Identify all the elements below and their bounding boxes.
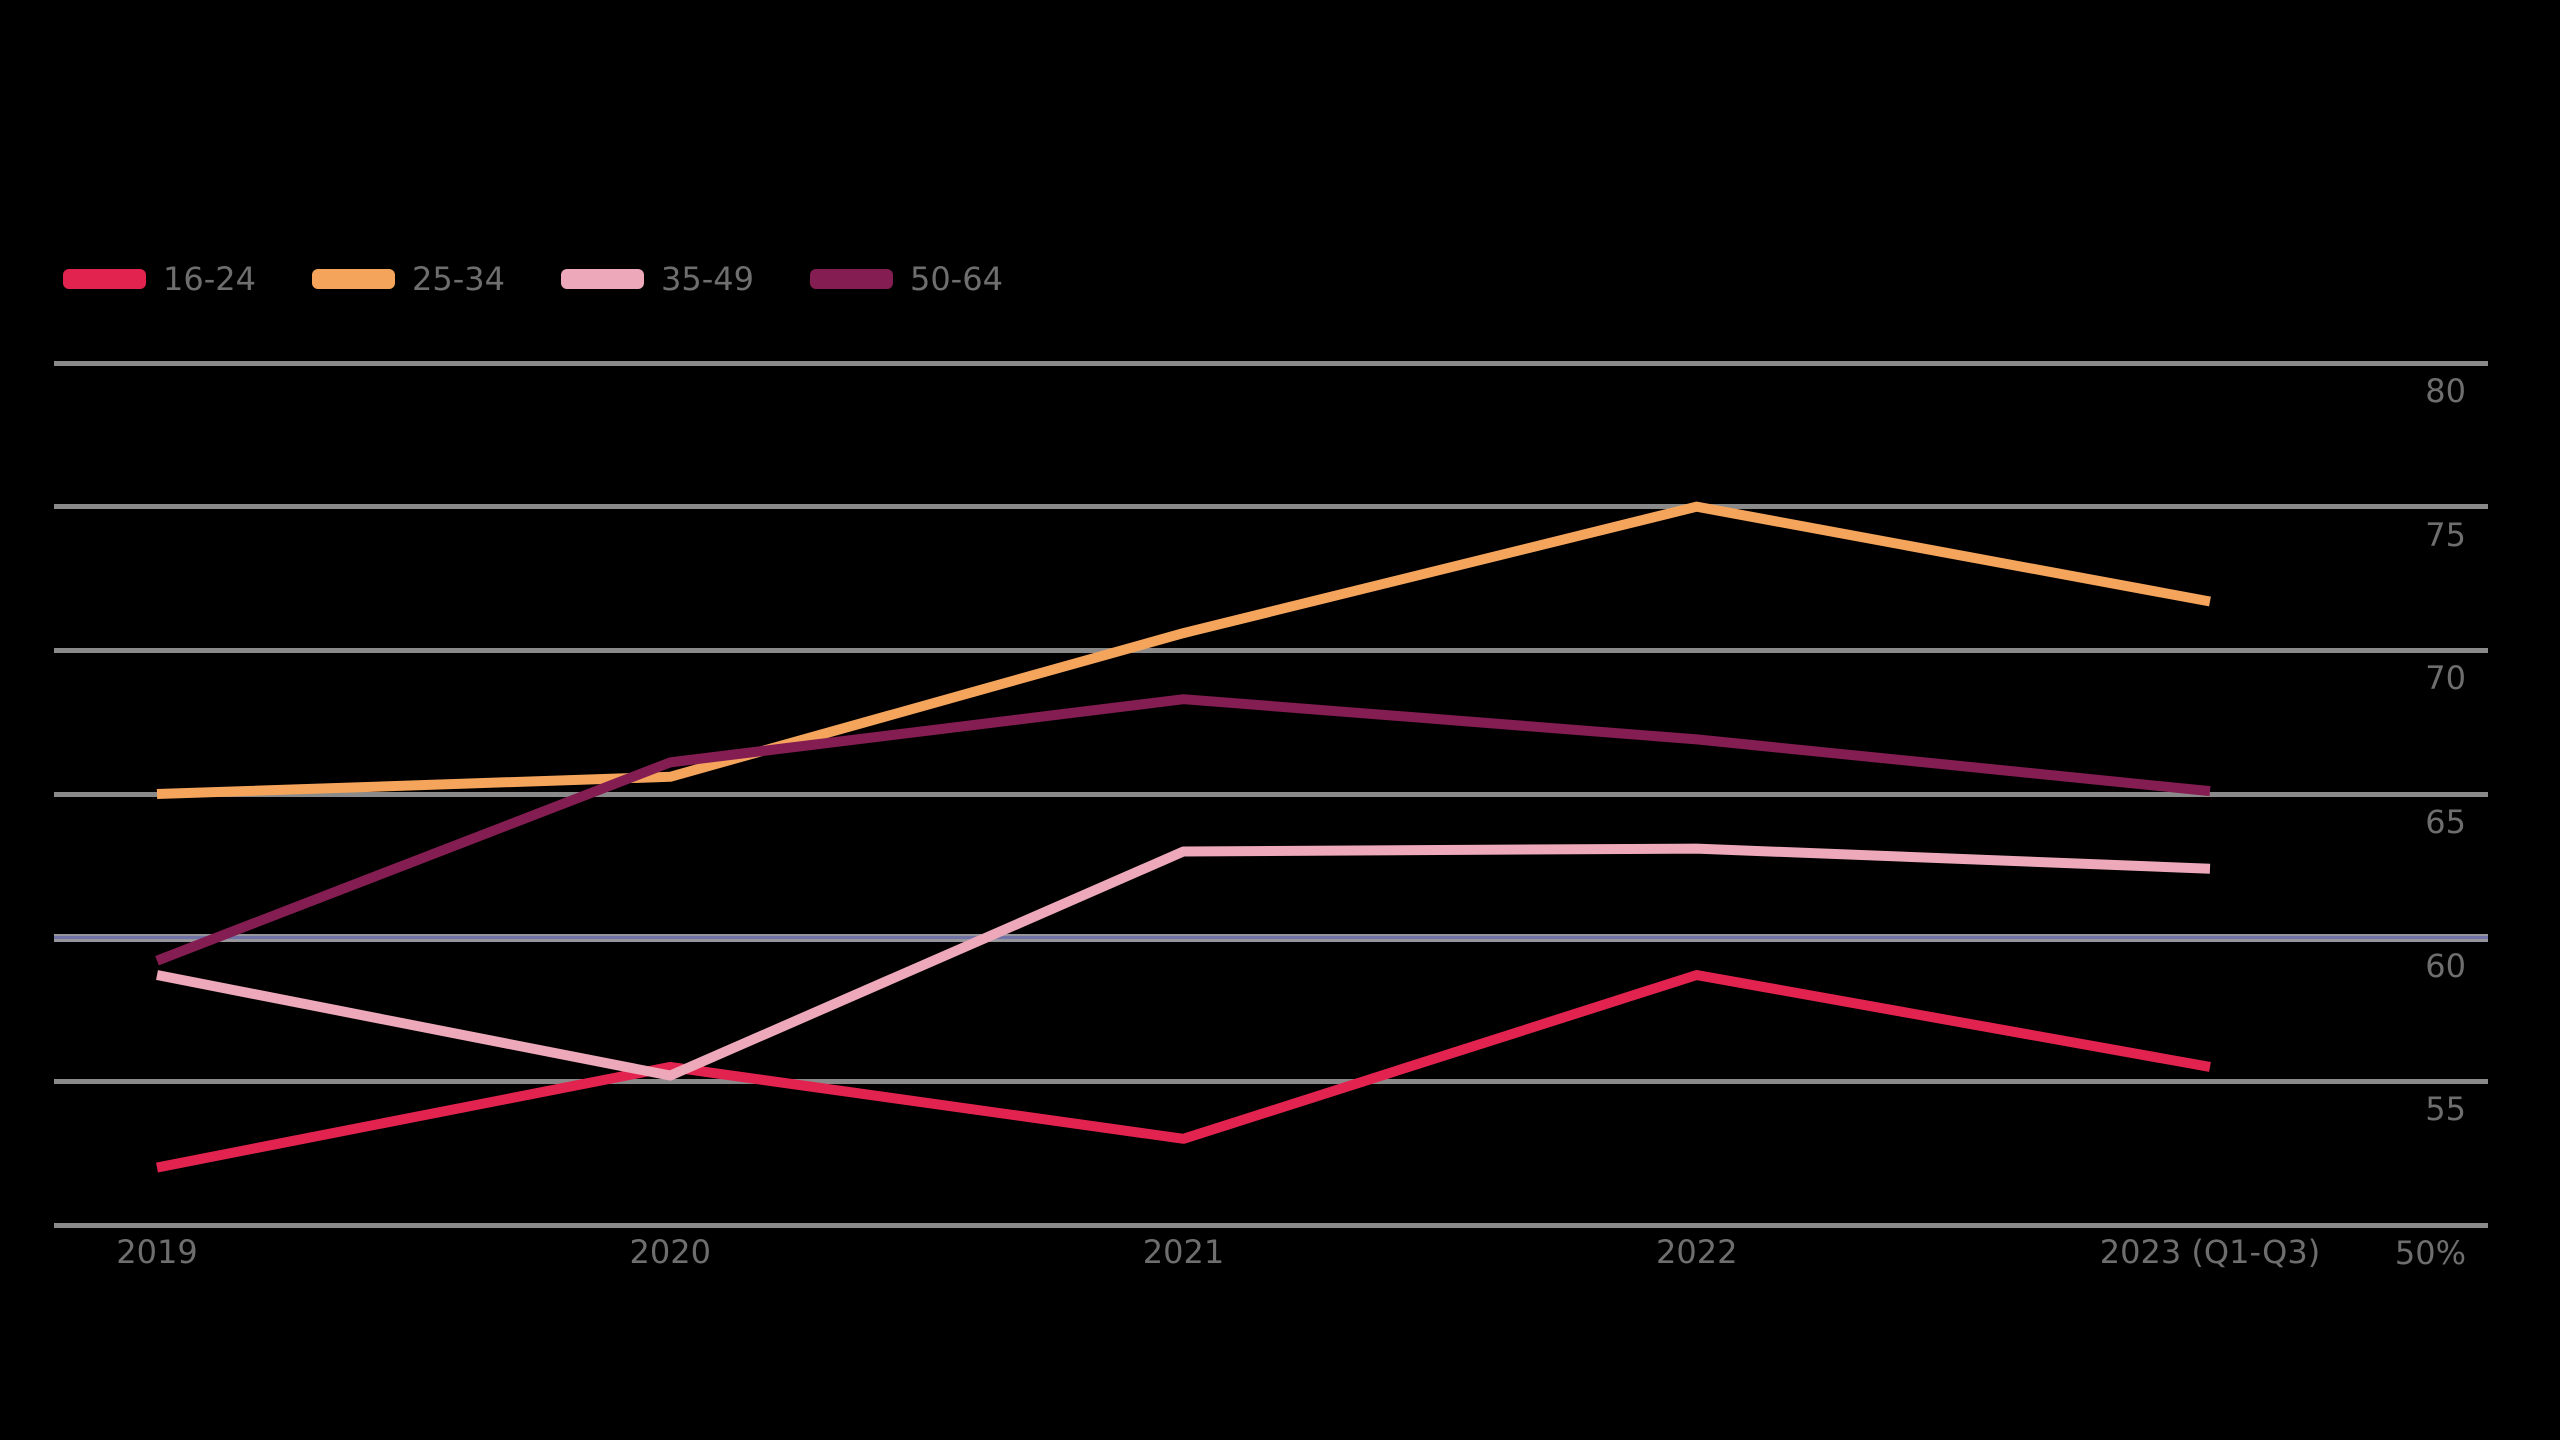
- legend-label: 25-34: [411, 260, 505, 298]
- x-axis-tick-label: 2020: [629, 1233, 711, 1271]
- y-axis-tick-label: 50%: [2394, 1234, 2466, 1272]
- legend-item: 25-34: [311, 260, 505, 298]
- gridline: [54, 504, 2488, 510]
- legend-item: 50-64: [809, 260, 1003, 298]
- y-axis-tick-label: 60: [2425, 946, 2466, 985]
- y-axis-tick-label: 80: [2425, 372, 2466, 410]
- legend-swatch-icon: [311, 269, 395, 289]
- gridline: [54, 1078, 2488, 1084]
- series-line-35-49: [156, 843, 2211, 1081]
- legend-item: 16-24: [63, 263, 256, 295]
- gridline-emphasized: [54, 933, 2488, 942]
- y-axis-tick-label: 75: [2425, 515, 2466, 554]
- series-line-16-24: [156, 970, 2211, 1173]
- y-axis-tick-label: 55: [2425, 1090, 2466, 1129]
- y-axis-tick-label: 70: [2425, 659, 2466, 698]
- legend-label: 35-49: [660, 260, 754, 298]
- y-axis-tick-label: 65: [2425, 803, 2466, 841]
- legend-item: 35-49: [560, 260, 754, 298]
- legend-label: 50-64: [909, 260, 1003, 298]
- gridline: [54, 647, 2488, 653]
- x-axis-tick-label: 2022: [1656, 1233, 1738, 1271]
- x-axis-tick-label: 2021: [1142, 1233, 1225, 1271]
- gridline: [54, 791, 2488, 797]
- legend-label: 16-24: [163, 260, 256, 298]
- x-axis-tick-label: 2019: [116, 1233, 198, 1271]
- legend-swatch-icon: [560, 269, 644, 289]
- legend-swatch-icon: [809, 269, 893, 289]
- chart-legend: 16-24 25-34 35-49 50-64: [63, 263, 1003, 295]
- legend-swatch-icon: [63, 269, 146, 289]
- gridline: [54, 360, 2488, 366]
- x-axis-tick-label: 2023 (Q1-Q3): [2099, 1233, 2321, 1271]
- gridline: [54, 1222, 2488, 1228]
- series-line-50-64: [155, 694, 2211, 966]
